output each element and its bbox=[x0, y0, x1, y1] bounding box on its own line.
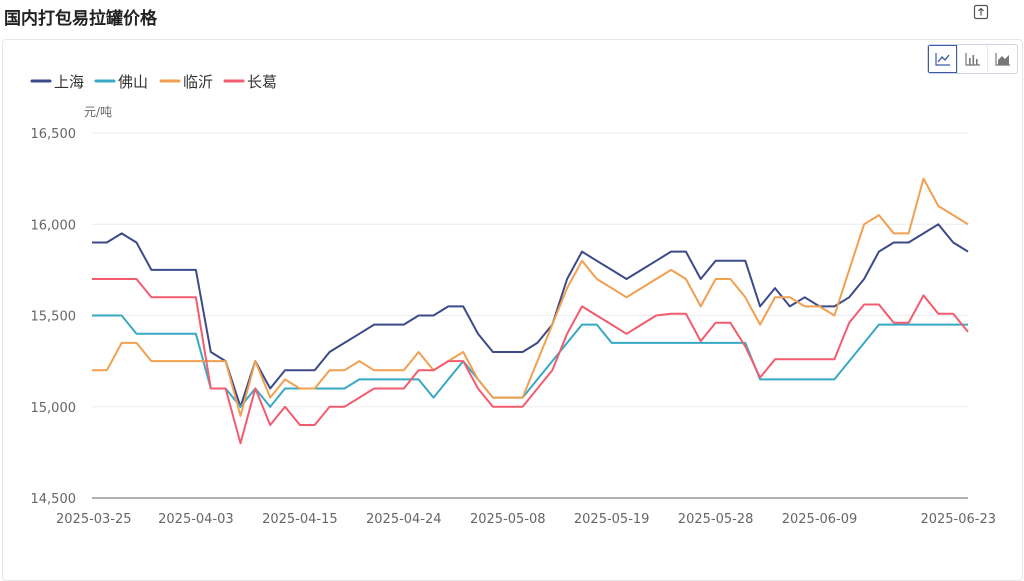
y-tick-label: 16,500 bbox=[31, 127, 77, 142]
area-chart-icon[interactable] bbox=[987, 45, 1017, 73]
legend-item[interactable]: 佛山 bbox=[94, 73, 148, 91]
legend-item[interactable]: 上海 bbox=[30, 73, 84, 91]
grid bbox=[92, 132, 968, 499]
series-line-0 bbox=[92, 223, 969, 408]
y-axis-unit: 元/吨 bbox=[84, 105, 112, 119]
x-tick-label: 2025-03-25 bbox=[56, 512, 132, 527]
export-icon[interactable] bbox=[973, 4, 989, 20]
x-tick-label: 2025-05-19 bbox=[574, 512, 650, 527]
legend-label: 临沂 bbox=[183, 73, 213, 91]
legend: 上海 佛山 临沂 长葛 bbox=[30, 73, 277, 91]
chart-card bbox=[2, 39, 1023, 581]
legend-label: 佛山 bbox=[118, 73, 148, 91]
series-line-2 bbox=[92, 177, 969, 417]
legend-label: 长葛 bbox=[247, 73, 277, 91]
x-tick-label: 2025-05-28 bbox=[678, 512, 754, 527]
line-chart: 上海 佛山 临沂 长葛 元/吨 14,500 15,000 15,500 16,000 16,… bbox=[30, 73, 996, 527]
y-axis: 14,500 15,000 15,500 16,000 16,500 bbox=[31, 127, 77, 507]
x-tick-label: 2025-04-03 bbox=[158, 512, 234, 527]
x-axis: 2025-03-25 2025-04-03 2025-04-15 2025-04-24… bbox=[56, 512, 996, 527]
legend-item[interactable]: 长葛 bbox=[223, 73, 277, 91]
line-chart-icon[interactable] bbox=[928, 45, 957, 73]
y-tick-label: 15,500 bbox=[31, 310, 77, 325]
bar-chart-icon[interactable] bbox=[957, 45, 987, 73]
x-tick-label: 2025-05-08 bbox=[470, 512, 546, 527]
y-tick-label: 14,500 bbox=[31, 492, 77, 507]
series-line-3 bbox=[92, 278, 969, 445]
page-title: 国内打包易拉罐价格 bbox=[4, 9, 157, 29]
series-lines bbox=[92, 177, 969, 445]
legend-item[interactable]: 临沂 bbox=[159, 73, 213, 91]
x-tick-label: 2025-04-24 bbox=[366, 512, 442, 527]
y-tick-label: 15,000 bbox=[31, 401, 77, 416]
y-tick-label: 16,000 bbox=[31, 218, 77, 233]
x-tick-label: 2025-06-23 bbox=[920, 512, 996, 527]
x-tick-label: 2025-04-15 bbox=[262, 512, 338, 527]
x-tick-label: 2025-06-09 bbox=[782, 512, 858, 527]
chart-type-switch bbox=[927, 44, 1018, 74]
legend-label: 上海 bbox=[54, 73, 84, 91]
